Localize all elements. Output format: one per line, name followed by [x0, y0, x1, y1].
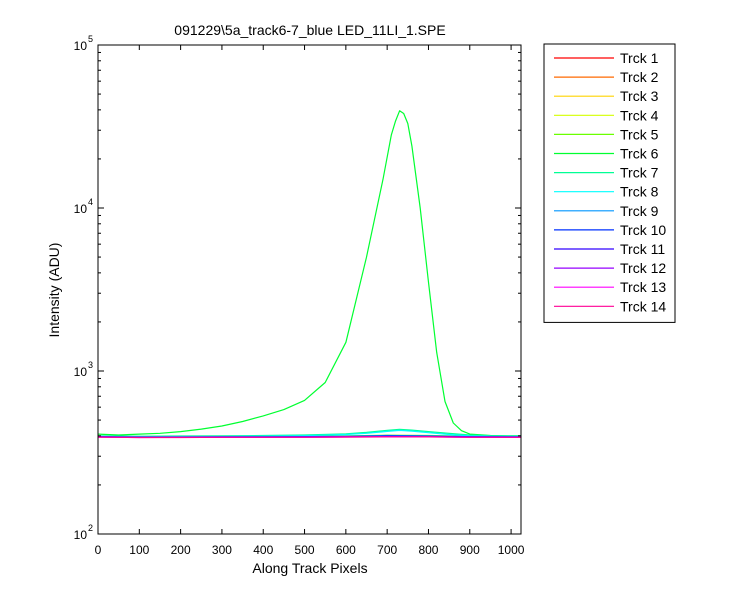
series-line-6: [97, 110, 521, 437]
legend-box: [543, 43, 676, 323]
x-tick-label: 700: [377, 543, 397, 557]
legend-label: Trck 1: [620, 50, 659, 66]
x-tick-label: 1000: [498, 543, 525, 557]
y-tick-label: 10: [74, 202, 88, 216]
x-axis-label: Along Track Pixels: [252, 560, 367, 576]
legend-label: Trck 12: [620, 260, 666, 276]
y-axis-label: Intensity (ADU): [46, 243, 62, 338]
legend-label: Trck 6: [620, 146, 659, 162]
series-line-7: [97, 428, 522, 437]
x-tick-label: 900: [460, 543, 480, 557]
legend-label: Trck 2: [620, 69, 659, 85]
series-line-14: [97, 436, 521, 439]
x-tick-label: 300: [212, 543, 232, 557]
x-tick-label: 800: [418, 543, 438, 557]
chart-title: 091229\5a_track6-7_blue LED_11LI_1.SPE: [174, 22, 445, 38]
x-axis: 0 100 200 300 400 500 600 700 800 900 1000: [95, 45, 525, 557]
series-layer: [97, 110, 522, 439]
legend-label: Trck 7: [620, 165, 659, 181]
legend-label: Trck 10: [620, 222, 666, 238]
legend-label: Trck 4: [620, 107, 659, 123]
legend-label: Trck 5: [620, 126, 659, 142]
y-tick-exponent: 4: [88, 197, 93, 207]
y-tick-exponent: 3: [88, 360, 93, 370]
x-tick-label: 500: [295, 543, 315, 557]
legend-label: Trck 11: [620, 241, 665, 257]
y-tick-label: 10: [74, 39, 88, 53]
legend-label: Trck 8: [620, 184, 659, 200]
x-tick-label: 100: [129, 543, 149, 557]
legend-label: Trck 3: [620, 88, 659, 104]
y-tick-label: 10: [74, 365, 88, 379]
legend: Trck 1 Trck 2 Trck 3 Trck 4 Trck 5 Trck 6 Trck…: [543, 43, 676, 323]
legend-label: Trck 13: [620, 279, 666, 295]
plot-frame: [97, 44, 522, 535]
legend-label: Trck 9: [620, 203, 659, 219]
legend-label: Trck 14: [620, 298, 666, 314]
x-tick-label: 600: [336, 543, 356, 557]
y-tick-exponent: 2: [88, 523, 93, 533]
plot-area: [98, 45, 521, 534]
y-tick-exponent: 5: [88, 34, 93, 44]
x-tick-label: 400: [253, 543, 273, 557]
x-tick-label: 0: [95, 543, 102, 557]
x-tick-label: 200: [171, 543, 191, 557]
y-tick-label: 10: [74, 528, 88, 542]
